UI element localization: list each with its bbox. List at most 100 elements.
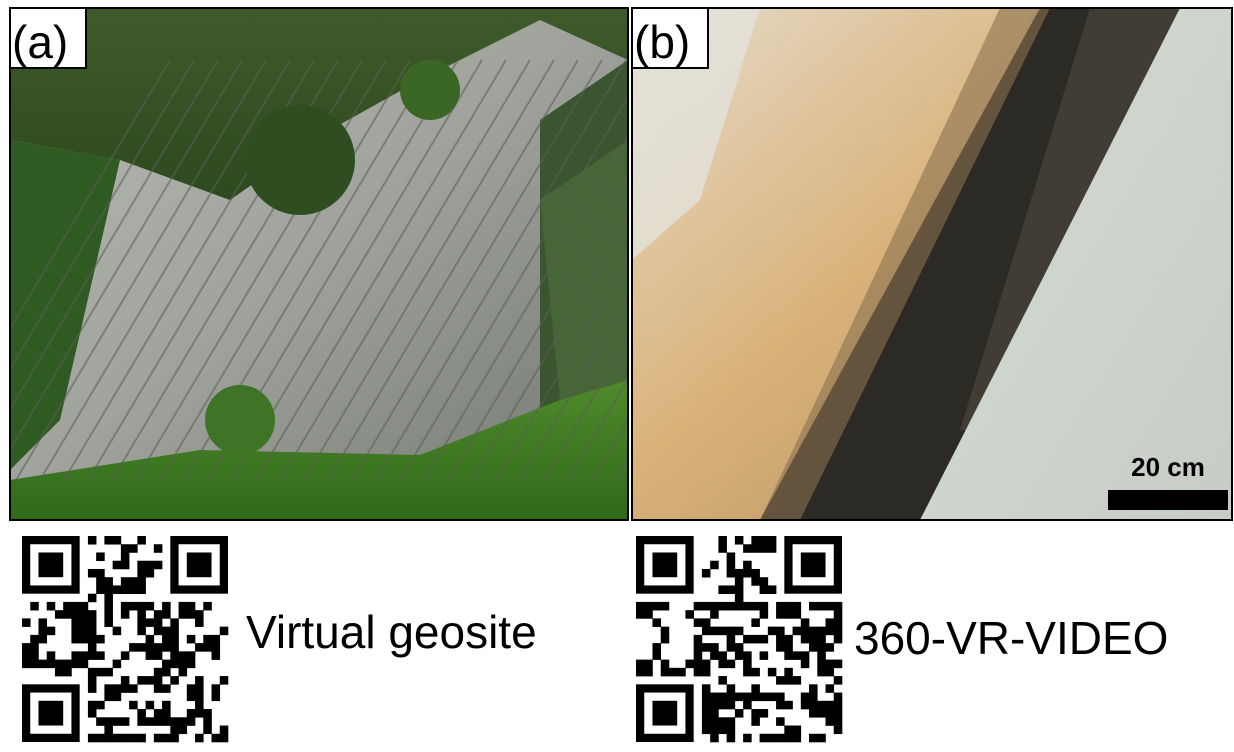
qr-module xyxy=(104,610,113,619)
qr-module xyxy=(104,667,113,677)
scale-bar xyxy=(1108,490,1228,510)
qr-module xyxy=(104,593,113,603)
qr-module xyxy=(162,643,171,652)
qr-module xyxy=(734,692,744,702)
qr-module xyxy=(162,684,171,693)
qr-module xyxy=(145,568,155,578)
qr-module xyxy=(120,717,130,726)
qr-module xyxy=(112,536,122,545)
qr-module xyxy=(46,626,56,636)
qr-module xyxy=(170,643,179,652)
qr-module xyxy=(38,618,48,627)
qr-module xyxy=(734,568,744,578)
qr-module xyxy=(800,700,810,710)
qr-module xyxy=(767,536,777,545)
qr-code[interactable] xyxy=(635,535,843,743)
qr-module xyxy=(734,709,744,718)
qr-module xyxy=(726,585,736,594)
qr-module xyxy=(178,717,188,726)
qr-module xyxy=(644,601,653,611)
qr-module xyxy=(734,585,744,594)
qr-module xyxy=(718,626,727,636)
qr-module xyxy=(636,601,645,611)
qr-module xyxy=(759,733,769,743)
qr-module xyxy=(63,601,72,611)
qr-finder-core xyxy=(38,552,64,578)
qr-finder-core xyxy=(652,552,678,578)
qr-module xyxy=(145,643,155,652)
link-text[interactable]: Virtual geosite xyxy=(246,606,537,658)
qr-code[interactable] xyxy=(22,535,229,743)
qr-module xyxy=(153,717,163,726)
qr-module xyxy=(751,544,760,553)
bedding-line xyxy=(159,59,411,481)
qr-module xyxy=(685,659,694,669)
qr-module xyxy=(817,601,826,611)
qr-module xyxy=(660,659,670,669)
qr-module xyxy=(743,692,752,702)
qr-module xyxy=(652,651,662,660)
qr-module xyxy=(38,659,48,669)
qr-module xyxy=(759,544,769,553)
qr-finder xyxy=(784,535,843,594)
qr-module xyxy=(726,552,736,562)
qr-module xyxy=(726,659,736,669)
qr-module xyxy=(784,643,793,652)
bedding-line xyxy=(519,296,628,481)
qr-module xyxy=(219,733,229,743)
bedding-line xyxy=(303,59,555,481)
qr-module xyxy=(170,626,179,636)
qr-module xyxy=(701,700,711,710)
qr-module xyxy=(726,568,736,578)
qr-module xyxy=(120,552,130,562)
bedding-line xyxy=(327,59,579,481)
qr-module xyxy=(701,667,711,677)
qr-module xyxy=(817,659,826,669)
qr-module xyxy=(809,709,818,718)
qr-module xyxy=(792,626,802,636)
qr-module xyxy=(104,585,113,594)
qr-module xyxy=(162,717,171,726)
qr-module xyxy=(825,618,835,627)
qr-module xyxy=(195,676,204,685)
qr-module xyxy=(137,618,146,627)
qr-module xyxy=(129,733,138,743)
qr-module xyxy=(726,626,736,636)
qr-module xyxy=(195,618,204,627)
scale-bar-label: 20 cm xyxy=(1131,452,1205,482)
qr-module xyxy=(137,643,146,652)
qr-module xyxy=(137,585,146,594)
qr-module xyxy=(809,626,818,636)
qr-module xyxy=(87,593,97,603)
qr-module xyxy=(137,568,146,578)
qr-module xyxy=(718,659,727,669)
qr-module xyxy=(693,643,703,652)
qr-module xyxy=(743,651,752,660)
qr-module xyxy=(87,733,97,743)
frame-b xyxy=(631,7,1233,521)
qr-module xyxy=(87,643,97,652)
qr-module xyxy=(96,577,105,586)
link-text[interactable]: 360-VR-VIDEO xyxy=(854,612,1168,664)
qr-module xyxy=(137,626,146,636)
qr-module xyxy=(776,700,785,710)
qr-module xyxy=(792,676,802,685)
qr-module xyxy=(710,560,719,570)
qr-module xyxy=(178,651,188,660)
qr-module xyxy=(833,717,843,726)
qr-module xyxy=(701,643,711,652)
qr-module xyxy=(825,684,835,693)
qr-module xyxy=(30,643,39,652)
qr-module xyxy=(162,659,171,669)
qr-finder xyxy=(22,535,80,594)
qr-module xyxy=(153,544,163,553)
qr-module xyxy=(203,634,212,644)
qr-module xyxy=(718,544,727,553)
qr-module xyxy=(120,684,130,693)
qr-module xyxy=(660,667,670,677)
qr-module xyxy=(120,610,130,619)
qr-module xyxy=(784,725,793,735)
qr-module xyxy=(96,552,105,562)
qr-module xyxy=(87,684,97,693)
